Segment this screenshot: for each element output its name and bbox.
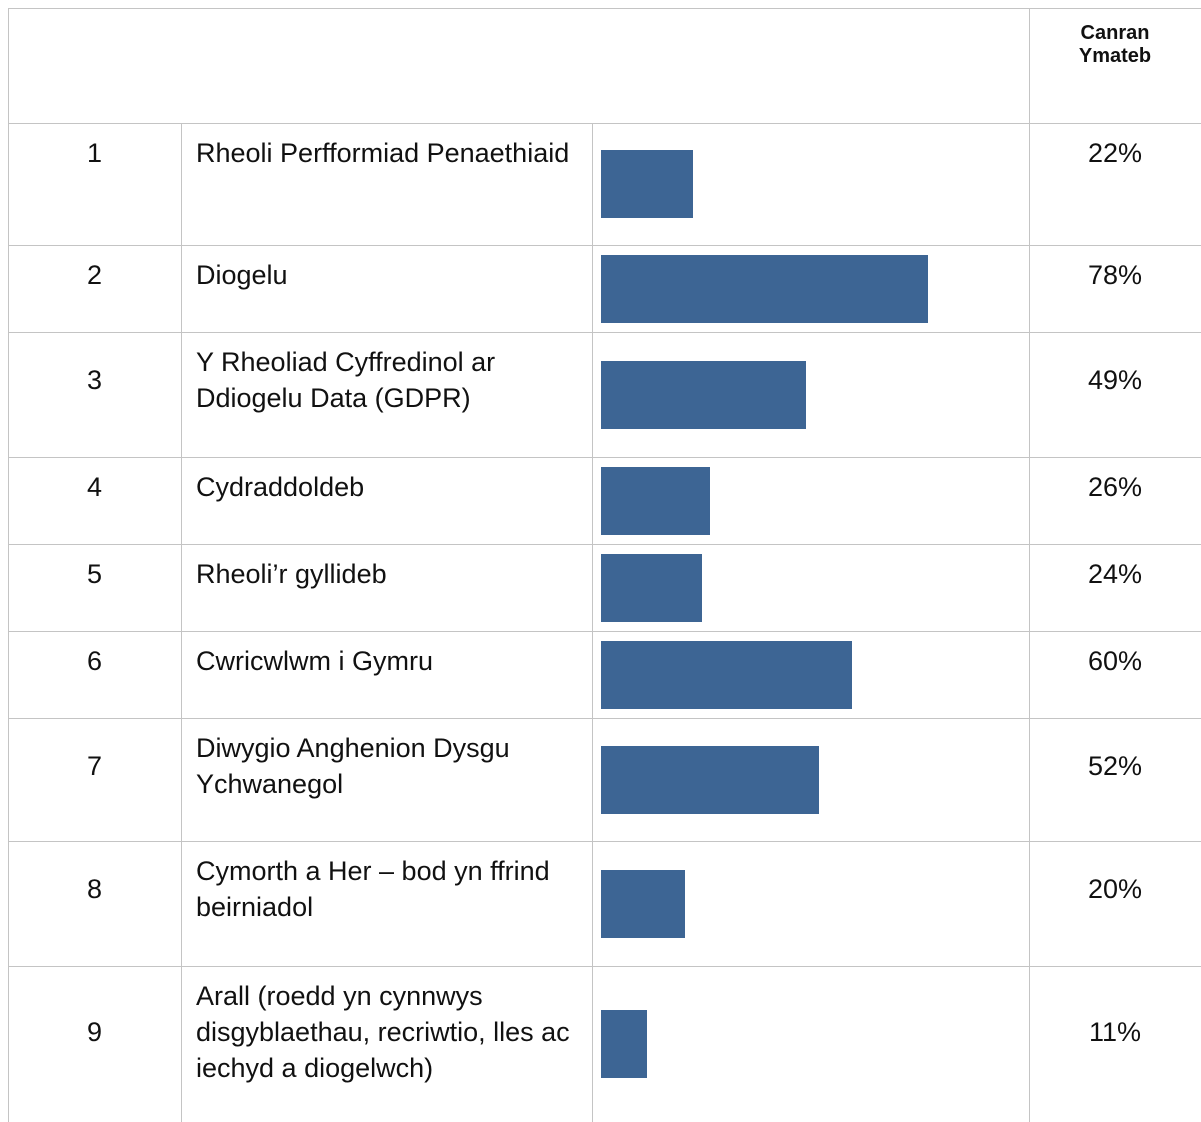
row-content: 9 Arall (roedd yn cynnwys disgyblaethau, … — [8, 978, 1201, 1086]
label-text: Diwygio Anghenion Dysgu Ychwanegol — [196, 733, 510, 799]
row-label: Cymorth a Her – bod yn ffrind beirniadol — [181, 853, 600, 925]
bar — [601, 745, 819, 814]
table-row: 2 Diogelu 78% — [8, 245, 1201, 332]
percent: 24% — [1087, 559, 1143, 589]
table-row: 6 Cwricwlwm i Gymru 60% — [8, 631, 1201, 718]
border — [8, 123, 1201, 124]
column-header: Canran Ymateb — [1078, 22, 1152, 67]
row-number: 4 — [86, 472, 103, 502]
percent: 20% — [1087, 874, 1143, 904]
row-content: 4 Cydraddoldeb 26% — [8, 469, 1201, 505]
table-row: 4 Cydraddoldeb 26% — [8, 457, 1201, 544]
percent: 22% — [1087, 138, 1143, 168]
row-label: Arall (roedd yn cynnwys disgyblaethau, r… — [181, 978, 600, 1086]
row-content: 1 Rheoli Perfformiad Penaethiaid 22% — [8, 135, 1201, 171]
row-label: Rheoli’r gyllideb — [181, 556, 600, 592]
border — [8, 544, 1201, 545]
row-number: 3 — [86, 365, 103, 395]
percent: 60% — [1087, 646, 1143, 676]
percent: 52% — [1087, 751, 1143, 781]
border — [181, 123, 182, 1122]
bar — [601, 254, 928, 323]
row-number: 7 — [86, 751, 103, 781]
row-content: 7 Diwygio Anghenion Dysgu Ychwanegol 52% — [8, 730, 1201, 802]
border — [8, 8, 9, 1122]
label-text: Diogelu — [196, 260, 288, 290]
row-number: 1 — [86, 138, 103, 168]
border — [8, 631, 1201, 632]
label-text: Cwricwlwm i Gymru — [196, 646, 433, 676]
row-number: 2 — [86, 260, 103, 290]
border — [1029, 8, 1030, 1122]
label-text: Rheoli Perfformiad Penaethiaid — [196, 138, 570, 168]
bar — [601, 360, 807, 429]
bar — [601, 553, 702, 622]
row-content: 5 Rheoli’r gyllideb 24% — [8, 556, 1201, 592]
bar — [601, 869, 685, 938]
row-number: 9 — [86, 1017, 103, 1047]
table-row: 9 Arall (roedd yn cynnwys disgyblaethau, … — [8, 966, 1201, 1122]
row-content: 3 Y Rheoliad Cyffredinol ar Ddiogelu Data… — [8, 344, 1201, 416]
table-row: 7 Diwygio Anghenion Dysgu Ychwanegol 52% — [8, 718, 1201, 841]
row-label: Diwygio Anghenion Dysgu Ychwanegol — [181, 730, 600, 802]
border — [8, 457, 1201, 458]
bar — [601, 1010, 648, 1078]
border — [8, 841, 1201, 842]
table-row: 8 Cymorth a Her – bod yn ffrind beirniado… — [8, 841, 1201, 966]
table-row: 1 Rheoli Perfformiad Penaethiaid 22% — [8, 123, 1201, 245]
border — [8, 8, 1201, 9]
row-label: Diogelu — [181, 257, 600, 293]
bar — [601, 640, 853, 709]
border — [8, 245, 1201, 246]
label-text: Y Rheoliad Cyffredinol ar Ddiogelu Data … — [196, 347, 496, 413]
row-content: 2 Diogelu 78% — [8, 257, 1201, 293]
border — [8, 332, 1201, 333]
row-label: Rheoli Perfformiad Penaethiaid — [181, 135, 600, 171]
percent: 49% — [1087, 365, 1143, 395]
label-text: Rheoli’r gyllideb — [196, 559, 387, 589]
row-label: Cydraddoldeb — [181, 469, 600, 505]
border — [8, 966, 1201, 967]
bar — [601, 150, 694, 218]
border — [8, 718, 1201, 719]
row-label: Y Rheoliad Cyffredinol ar Ddiogelu Data … — [181, 344, 600, 416]
percent: 11% — [1088, 1017, 1142, 1047]
label-text: Cydraddoldeb — [196, 472, 365, 502]
table-row: 5 Rheoli’r gyllideb 24% — [8, 544, 1201, 631]
row-number: 8 — [86, 874, 103, 904]
label-text: Arall (roedd yn cynnwys disgyblaethau, r… — [196, 981, 570, 1083]
bar — [601, 466, 710, 535]
row-number: 5 — [86, 559, 103, 589]
row-label: Cwricwlwm i Gymru — [181, 643, 600, 679]
row-content: 8 Cymorth a Her – bod yn ffrind beirniado… — [8, 853, 1201, 925]
row-number: 6 — [86, 646, 103, 676]
percent: 78% — [1087, 260, 1143, 290]
row-content: 6 Cwricwlwm i Gymru 60% — [8, 643, 1201, 679]
table-row: 3 Y Rheoliad Cyffredinol ar Ddiogelu Data… — [8, 332, 1201, 457]
border — [592, 123, 593, 1122]
percent: 26% — [1087, 472, 1143, 502]
label-text: Cymorth a Her – bod yn ffrind beirniadol — [196, 856, 550, 922]
